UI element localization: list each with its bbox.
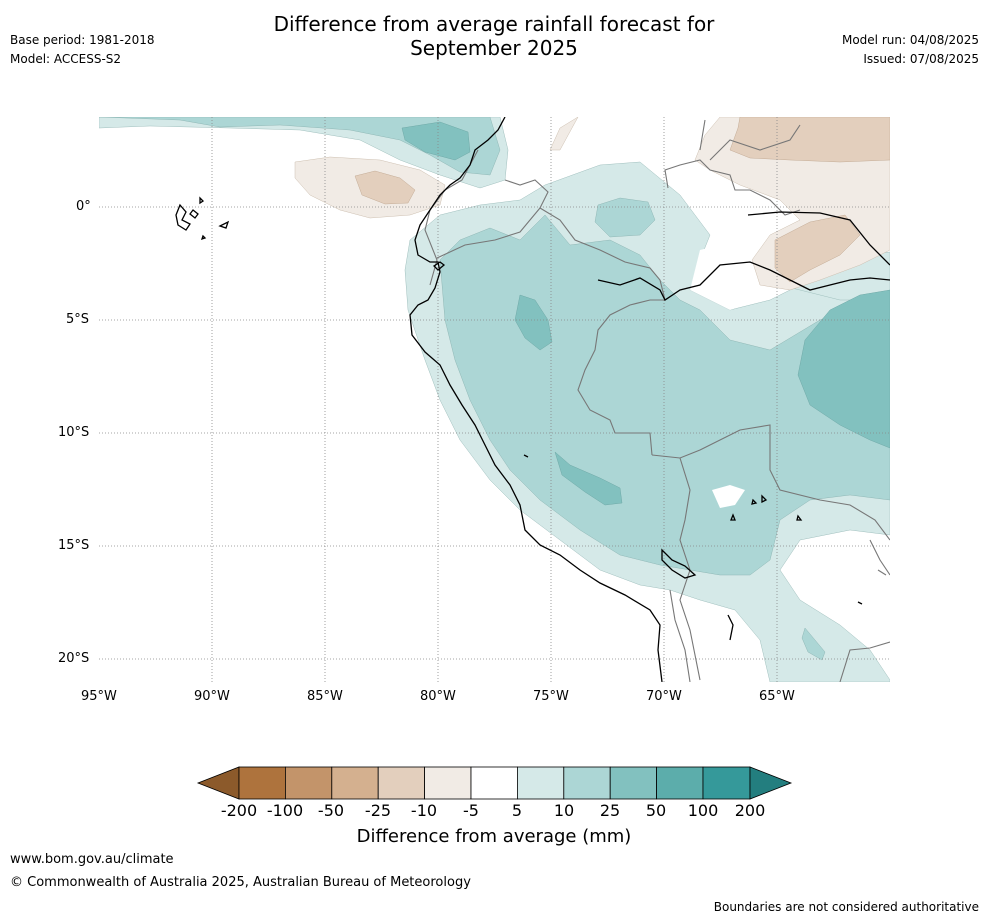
lat-label-15s: 15°S — [58, 538, 90, 553]
wet-10-25-patch — [594, 197, 656, 238]
dry-5-10-north — [549, 117, 579, 151]
colorbar-tick-label: 100 — [687, 801, 719, 820]
wet-25-50-east — [797, 289, 890, 449]
wet-10-25-north — [99, 117, 501, 176]
lon-label-75w: 75°W — [533, 689, 569, 704]
title-line-2: September 2025 — [410, 36, 578, 60]
colorbar-tick-label: 10 — [553, 801, 575, 820]
issued-text: Issued: 07/08/2025 — [863, 52, 979, 66]
title-line-1: Difference from average rainfall forecas… — [273, 12, 715, 36]
wet-10-25-south-patch — [801, 627, 826, 661]
lat-label-10s: 10°S — [58, 425, 90, 440]
colorbar-tick-label: -100 — [266, 801, 304, 820]
dry-10-25-east — [774, 214, 861, 283]
near-normal-south — [790, 538, 890, 640]
colorbar-tick-label: -5 — [463, 801, 479, 820]
lon-label-85w: 85°W — [307, 689, 343, 704]
lat-label-20s: 20°S — [58, 651, 90, 666]
colorbar-tick-label: 200 — [734, 801, 766, 820]
wet-25-50-patch-3 — [401, 121, 471, 161]
model-run-text: Model run: 04/08/2025 — [841, 33, 979, 47]
colorbar-tick-label: 5 — [511, 801, 523, 820]
colorbar-tick-label: -25 — [364, 801, 392, 820]
near-normal-east-gap — [690, 240, 760, 310]
colorbar-title: Difference from average (mm) — [356, 826, 632, 847]
lon-label-65w: 65°W — [759, 689, 795, 704]
colorbar-tick-label: 50 — [645, 801, 667, 820]
country-borders — [424, 119, 890, 682]
wet-25-50-patch-2 — [554, 451, 623, 506]
lon-label-80w: 80°W — [420, 689, 456, 704]
map-title: Difference from average rainfall forecas… — [0, 12, 988, 60]
wet-25-50-patch-1 — [514, 294, 553, 351]
model-text: Model: ACCESS-S2 — [10, 52, 122, 66]
near-normal-gap-bolivia — [712, 485, 745, 508]
bom-url-link[interactable]: www.bom.gov.au/climate — [10, 852, 174, 867]
base-period-text: Base period: 1981-2018 — [10, 33, 155, 47]
dry-10-25-north-east — [729, 117, 890, 163]
colorbar-tick-label: -10 — [410, 801, 438, 820]
lon-label-90w: 90°W — [194, 689, 230, 704]
coastline — [175, 117, 890, 682]
lon-label-95w: 95°W — [81, 689, 117, 704]
colorbar-tick-label: 25 — [599, 801, 621, 820]
dry-10-25-ocean — [354, 170, 416, 205]
lon-label-70w: 70°W — [646, 689, 682, 704]
lat-label-0: 0° — [76, 199, 91, 214]
colorbar-tick-label: -50 — [317, 801, 345, 820]
colorbar-tick-label: -200 — [220, 801, 258, 820]
boundaries-disclaimer: Boundaries are not considered authoritat… — [713, 900, 979, 914]
lat-label-5s: 5°S — [66, 312, 90, 327]
copyright-text: © Commonwealth of Australia 2025, Austra… — [10, 875, 471, 890]
graticule — [99, 117, 890, 682]
